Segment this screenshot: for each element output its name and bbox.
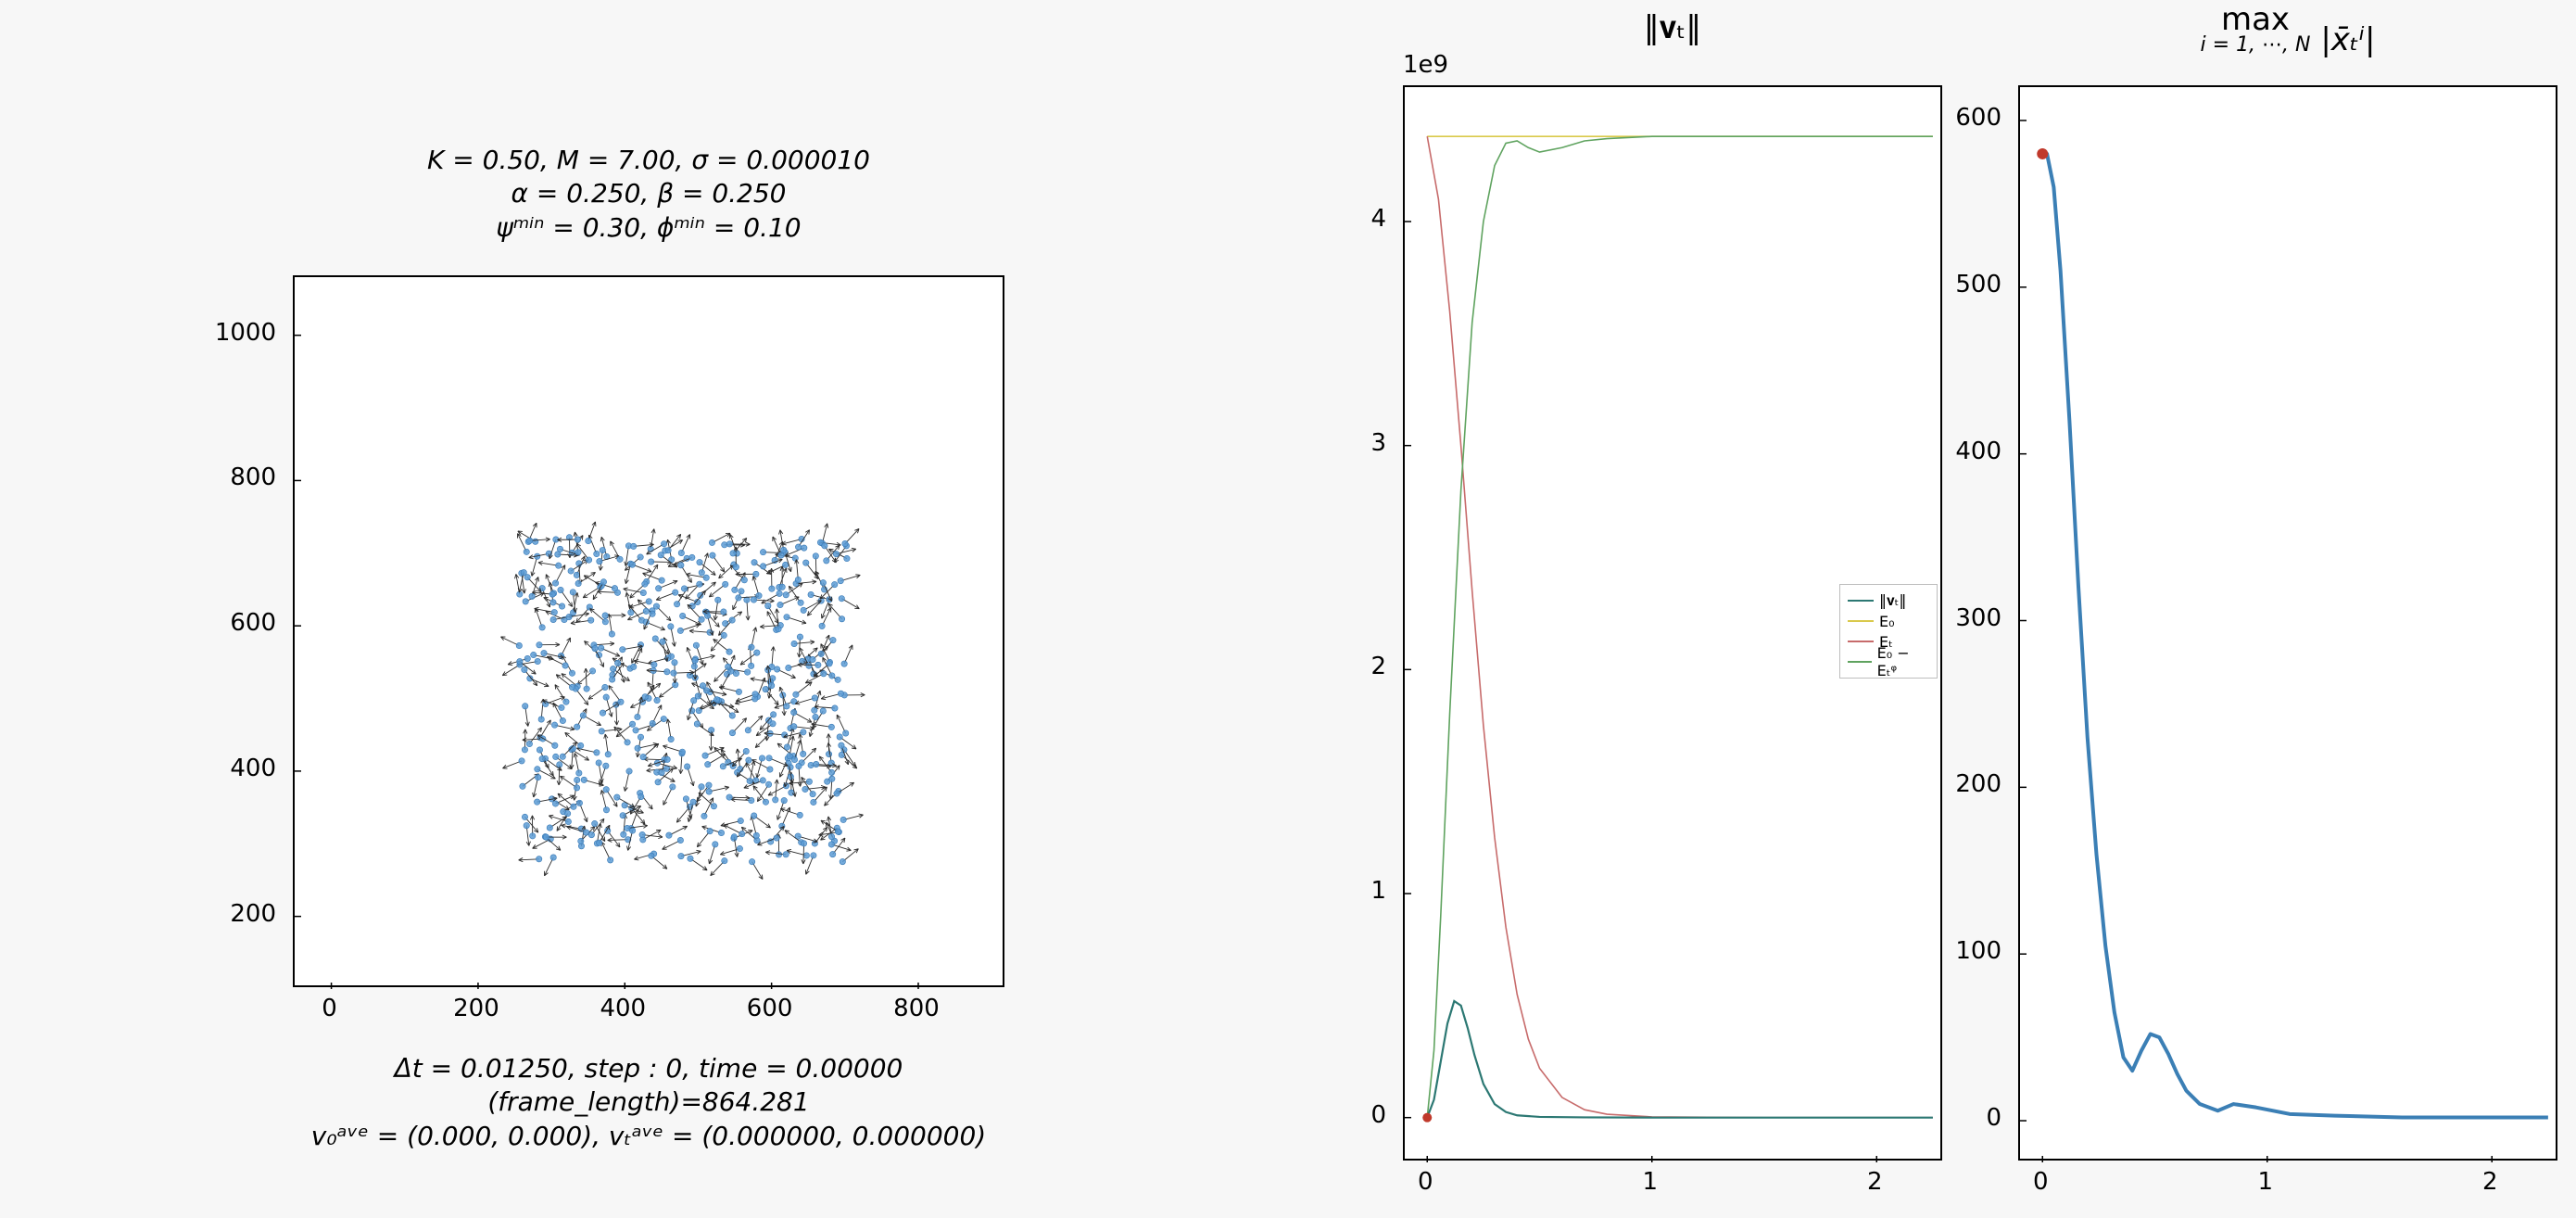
tick-label: 0 [1303,1101,1386,1129]
panel2-offset: 1e9 [1403,51,1448,79]
panel3-title: max i = 1, ⋯, N |x̄ₜⁱ| [2018,4,2557,56]
tick-label: 2 [1303,653,1386,680]
legend-label-e0: E₀ [1879,613,1895,630]
tick-label: 4 [1303,205,1386,233]
tick-label: 1 [2229,1168,2303,1196]
panel1-title-line1: K = 0.50, M = 7.00, σ = 0.000010 [293,144,1004,177]
legend-label-vnorm: ‖𝐯ₜ‖ [1879,591,1906,610]
tick-label: 1000 [193,319,276,347]
tick-label: 100 [1918,937,2001,965]
tick-label: 600 [193,609,276,637]
tick-label: 800 [193,463,276,491]
tick-label: 300 [1918,604,2001,632]
panel1-footer-line1: Δt = 0.01250, step : 0, time = 0.00000 [167,1052,1130,1085]
legend-row-vnorm: ‖𝐯ₜ‖ [1848,590,1929,611]
panel3-title-max: max [2201,4,2311,35]
legend-swatch-e0 [1848,620,1874,622]
tick-label: 3 [1303,429,1386,457]
tick-label: 400 [193,755,276,782]
tick-label: 400 [586,995,660,1022]
tick-label: 0 [2003,1168,2077,1196]
tick-label: 600 [1918,104,2001,132]
tick-label: 500 [1918,271,2001,298]
panel2-title-text: ‖𝐯ₜ‖ [1644,9,1701,46]
panel1-footer: Δt = 0.01250, step : 0, time = 0.00000 (… [167,1052,1130,1153]
tick-label: 0 [293,995,367,1022]
legend-swatch-vnorm [1848,600,1874,602]
panel3-title-right: |x̄ₜⁱ| [2320,21,2375,58]
legend-row-diff: E₀ − Eₜᵠ [1848,652,1929,672]
tick-label: 200 [193,900,276,928]
panel2-offset-text: 1e9 [1403,51,1448,79]
tick-label: 0 [1918,1104,2001,1132]
tick-label: 200 [1918,770,2001,798]
panel3-axes [2018,85,2557,1161]
tick-label: 400 [1918,438,2001,465]
panel3-svg [2020,87,2559,1162]
tick-label: 600 [733,995,807,1022]
tick-label: 2 [1837,1168,1912,1196]
panel2-title: ‖𝐯ₜ‖ [1403,9,1942,46]
figure-root: K = 0.50, M = 7.00, σ = 0.000010 α = 0.2… [0,0,2576,1218]
panel1-footer-line3: v₀ᵃᵛᵉ = (0.000, 0.000), vₜᵃᵛᵉ = (0.00000… [167,1120,1130,1153]
tick-label: 200 [439,995,513,1022]
tick-label: 2 [2453,1168,2527,1196]
panel1-axes [293,275,1004,987]
tick-label: 0 [1388,1168,1462,1196]
legend-swatch-diff [1848,661,1872,663]
panel1-title-line2: α = 0.250, β = 0.250 [293,177,1004,210]
panel3-title-sub: i = 1, ⋯, N [2201,35,2311,56]
legend-swatch-et [1848,641,1874,642]
legend-row-e0: E₀ [1848,611,1929,631]
panel1-title-line3: ψᵐⁱⁿ = 0.30, ϕᵐⁱⁿ = 0.10 [293,211,1004,245]
panel1-svg [295,277,1006,989]
tick-label: 1 [1613,1168,1687,1196]
tick-label: 800 [879,995,953,1022]
panel1-footer-line2: (frame_length)=864.281 [167,1085,1130,1119]
tick-label: 1 [1303,877,1386,905]
panel1-title: K = 0.50, M = 7.00, σ = 0.000010 α = 0.2… [293,144,1004,245]
legend-label-diff: E₀ − Eₜᵠ [1877,644,1929,679]
